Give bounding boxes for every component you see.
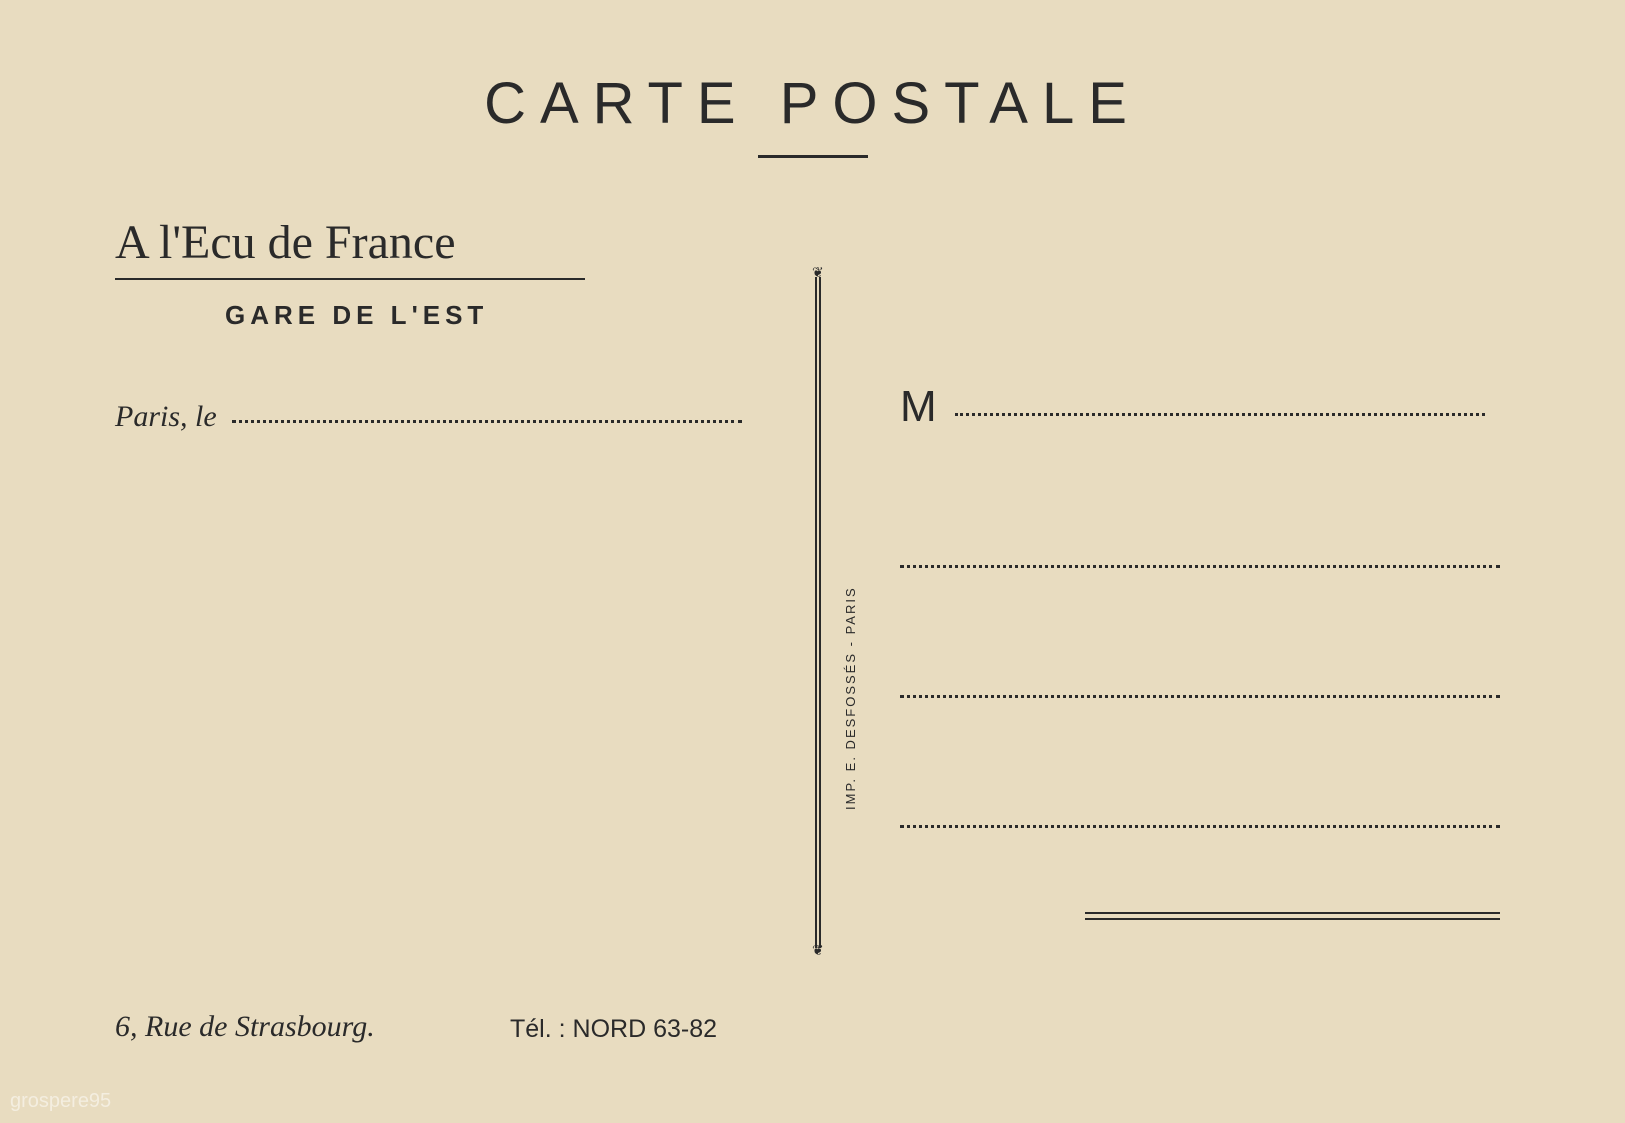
recipient-field-container: M: [900, 382, 1485, 432]
establishment-name: A l'Ecu de France: [115, 215, 456, 270]
divider-ornament-top-icon: ❦: [812, 265, 824, 282]
main-title: CARTE POSTALE: [484, 70, 1141, 137]
divider-line-left: [815, 277, 817, 948]
recipient-input-line: [955, 413, 1485, 416]
divider-line-right: [819, 277, 821, 948]
title-underline: [758, 155, 868, 158]
establishment-underline: [115, 278, 585, 280]
footer-address: 6, Rue de Strasbourg.: [115, 1010, 375, 1044]
recipient-label: M: [900, 382, 937, 432]
date-input-line: [232, 420, 742, 423]
address-input-line-3: [900, 825, 1500, 828]
city-underline-group: [1085, 912, 1500, 920]
watermark: grospere95: [10, 1090, 111, 1113]
vertical-divider: ❦ ❦: [815, 265, 821, 960]
address-input-line-2: [900, 695, 1500, 698]
printer-credit: IMP. E. DESFOSSÉS - PARIS: [843, 586, 858, 810]
gare-location-label: GARE DE L'EST: [225, 300, 488, 331]
date-field-container: Paris, le: [115, 400, 742, 434]
address-input-line-1: [900, 565, 1500, 568]
city-underline-bottom: [1085, 918, 1500, 920]
divider-ornament-bottom-icon: ❦: [812, 943, 824, 960]
date-label: Paris, le: [115, 400, 217, 434]
city-underline-top: [1085, 912, 1500, 914]
footer-phone: Tél. : NORD 63-82: [510, 1015, 717, 1044]
